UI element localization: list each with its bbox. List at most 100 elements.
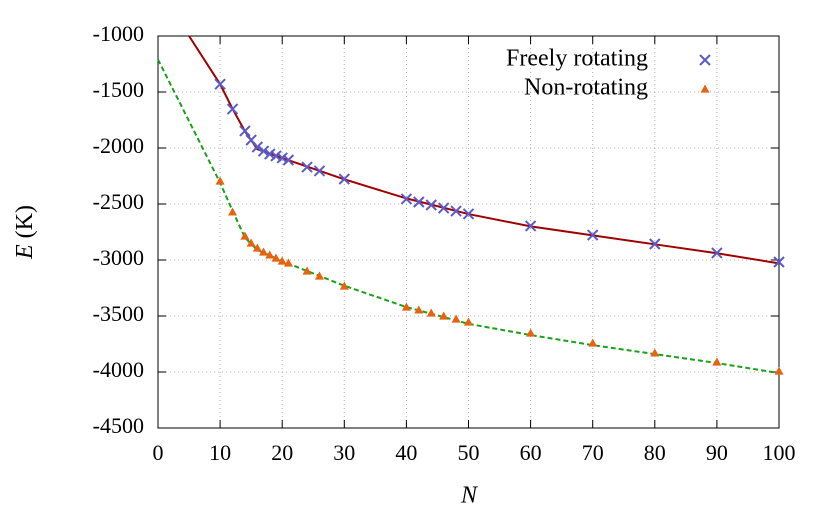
marker-stroke (313, 165, 326, 177)
y-tick-label: -4500 (93, 413, 144, 438)
point (524, 220, 537, 232)
point (401, 302, 411, 311)
point (464, 317, 473, 326)
fit-line (157, 59, 780, 375)
point (650, 348, 660, 357)
point (226, 103, 239, 115)
marker-stroke (264, 148, 276, 160)
fit-line (188, 35, 780, 265)
point (313, 165, 326, 177)
point (314, 271, 324, 280)
x-tick-label: 80 (644, 440, 666, 465)
point (257, 145, 270, 157)
y-tick-label: -1500 (93, 77, 144, 102)
marker-stroke (270, 150, 282, 162)
point (265, 250, 275, 259)
point (277, 256, 287, 265)
x-tick-label: 30 (333, 440, 355, 465)
point (259, 247, 269, 256)
marker-stroke (226, 103, 239, 115)
y-axis-label: E (K) (12, 205, 38, 260)
marker-stroke (257, 145, 270, 157)
marker-stroke (239, 125, 251, 137)
y-axis-symbol: E (12, 244, 38, 260)
point (426, 308, 436, 317)
legend-marker (699, 54, 711, 66)
marker-stroke (524, 220, 537, 232)
point (462, 208, 475, 220)
x-tick-label: 50 (458, 440, 480, 465)
point (283, 258, 293, 267)
point (240, 231, 250, 240)
marker-stroke (214, 78, 226, 90)
point (301, 161, 313, 173)
marker-stroke (425, 199, 437, 211)
y-tick-label: -1000 (93, 21, 144, 46)
marker-stroke (276, 152, 288, 164)
x-tick-label: 100 (763, 440, 796, 465)
point (414, 305, 424, 314)
point (437, 202, 450, 214)
point (271, 253, 281, 262)
point (239, 125, 251, 137)
y-tick-label: -4000 (93, 357, 144, 382)
point (413, 196, 425, 208)
point (215, 176, 225, 185)
x-tick-label: 90 (706, 440, 728, 465)
point (425, 199, 437, 211)
point (451, 314, 461, 323)
point (773, 256, 785, 268)
point (264, 148, 276, 160)
marker-stroke (413, 196, 425, 208)
point (276, 152, 288, 164)
point (400, 193, 413, 205)
x-axis-label: N (460, 483, 479, 509)
point (252, 243, 262, 252)
point (228, 207, 238, 216)
x-tick-label: 10 (209, 440, 231, 465)
y-tick-label: -2000 (93, 133, 144, 158)
legend-label: Non-rotating (524, 75, 648, 101)
legend-marker (700, 84, 710, 93)
point (450, 205, 462, 217)
marker-stroke (437, 202, 450, 214)
legend-label: Freely rotating (506, 46, 648, 72)
marker-stroke (400, 193, 413, 205)
marker-stroke (251, 141, 264, 153)
x-tick-label: 60 (520, 440, 542, 465)
y-tick-label: -2500 (93, 189, 144, 214)
y-tick-label: -3500 (93, 301, 144, 326)
y-tick-label: -3000 (93, 245, 144, 270)
point (588, 338, 598, 347)
plot-frame (157, 35, 780, 429)
marker-stroke (462, 208, 475, 220)
point (338, 173, 351, 185)
marker-stroke (699, 54, 711, 66)
marker-stroke (301, 161, 313, 173)
point (526, 328, 536, 337)
x-tick-label: 40 (395, 440, 417, 465)
marker-stroke (338, 173, 351, 185)
point (712, 357, 722, 366)
point (649, 238, 661, 250)
marker-stroke (773, 256, 785, 268)
marker-stroke (649, 238, 661, 250)
marker-stroke (450, 205, 462, 217)
point (246, 238, 256, 247)
x-tick-label: 20 (271, 440, 293, 465)
x-tick-label: 0 (153, 440, 164, 465)
point (270, 150, 282, 162)
point (586, 229, 599, 241)
marker-stroke (282, 154, 295, 166)
point (439, 311, 449, 320)
point (282, 154, 295, 166)
marker-stroke (586, 229, 599, 241)
marker-stroke (245, 134, 257, 146)
point (711, 247, 723, 259)
x-tick-label: 70 (582, 440, 604, 465)
point (339, 281, 349, 290)
point (251, 141, 264, 153)
y-axis-unit: (K) (12, 205, 38, 238)
point (214, 78, 226, 90)
